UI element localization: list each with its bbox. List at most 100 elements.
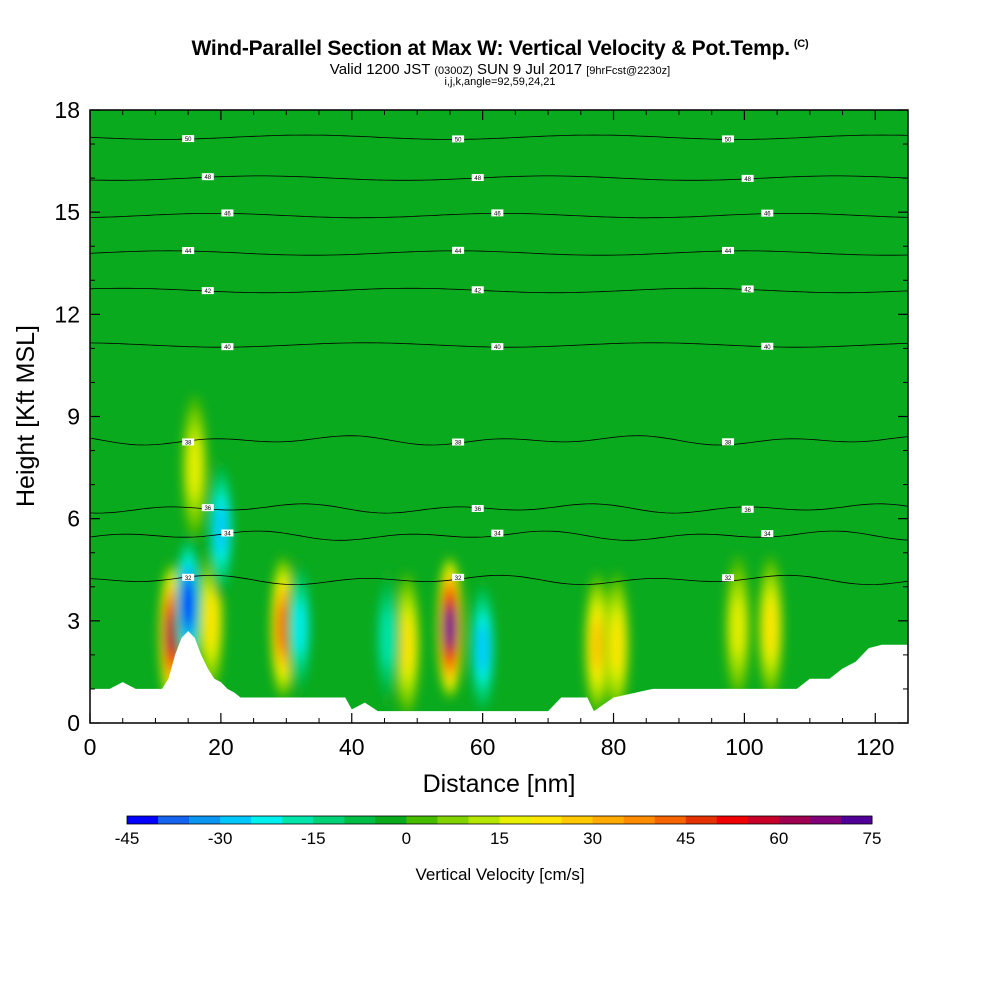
updraft-core xyxy=(445,609,455,646)
theta-contour-label: 46 xyxy=(764,212,771,218)
valid-prefix: Valid 1200 JST xyxy=(329,61,431,78)
colorbar-tick-label: 15 xyxy=(490,829,509,848)
downdraft-core xyxy=(293,602,306,654)
theta-contour-label: 42 xyxy=(474,288,481,294)
theta-label-box xyxy=(221,343,234,351)
theta-contour-line xyxy=(90,503,908,514)
colorbar-swatch xyxy=(375,816,407,824)
theta-contour-label: 34 xyxy=(494,532,501,538)
downdraft-core xyxy=(183,583,194,625)
theta-label-box xyxy=(452,573,465,581)
updraft-core xyxy=(764,602,777,654)
colorbar-swatch xyxy=(716,816,749,824)
colorbar-swatch xyxy=(623,816,656,824)
theta-contour-label: 50 xyxy=(455,137,462,143)
colorbar-swatch xyxy=(282,816,314,824)
downdraft-core xyxy=(215,505,227,553)
theta-label-box xyxy=(722,438,735,446)
theta-label-box xyxy=(761,530,774,538)
valid-date: SUN 9 Jul 2017 xyxy=(477,61,583,78)
potential-temperature-contours: 50 50 50 48 48 48 46 46 46 44 44 44 42 42 42 40 40 40 38 38… xyxy=(90,134,908,586)
colorbar-tick-label: 45 xyxy=(676,829,695,848)
colorbar-swatch xyxy=(592,816,625,824)
colorbar-swatch xyxy=(809,816,842,824)
colorbar-swatch xyxy=(654,816,687,824)
updraft-core xyxy=(188,439,201,497)
theta-contour-label: 34 xyxy=(764,532,771,538)
colorbar-frame xyxy=(126,815,873,825)
colorbar-swatch xyxy=(406,816,438,824)
copyright-mark: (C) xyxy=(793,38,809,50)
theta-contour-label: 32 xyxy=(185,576,192,582)
colorbar-swatch xyxy=(530,816,563,824)
colorbar-swatch xyxy=(747,816,780,824)
theta-label-box xyxy=(201,287,214,295)
colorbar-tick-label: -30 xyxy=(208,829,233,848)
x-tick-label: 20 xyxy=(208,734,234,760)
colorbar-tick-label: 0 xyxy=(402,829,411,848)
theta-contour-label: 38 xyxy=(455,441,462,447)
theta-label-box xyxy=(452,135,465,143)
colorbar-swatch xyxy=(344,816,376,824)
theta-contour-label: 48 xyxy=(204,175,211,181)
colorbar-swatch xyxy=(685,816,718,824)
updraft-core xyxy=(167,615,177,653)
theta-contour-label: 36 xyxy=(204,506,211,512)
colorbar-tick-label: 60 xyxy=(769,829,788,848)
x-tick-label: 80 xyxy=(601,734,627,760)
theta-label-box xyxy=(741,174,754,182)
colorbar-swatch xyxy=(468,816,500,824)
theta-contour-label: 42 xyxy=(744,287,751,293)
forecast-info: [9hrFcst@2230z] xyxy=(586,65,671,77)
chart-indices: i,j,k,angle=92,59,24,21 xyxy=(444,76,556,88)
theta-contour-label: 36 xyxy=(474,507,481,513)
theta-contour-label: 38 xyxy=(725,440,732,446)
y-tick-label: 12 xyxy=(54,301,80,327)
downdraft-core xyxy=(381,609,395,667)
theta-contour-label: 50 xyxy=(185,137,192,143)
theta-contour-label: 48 xyxy=(474,176,481,182)
colorbar-swatch xyxy=(158,816,190,824)
theta-label-box xyxy=(491,529,504,537)
colorbar-swatch xyxy=(127,816,159,824)
y-tick-label: 0 xyxy=(67,710,80,736)
theta-contour-line xyxy=(90,287,908,294)
chart-subtitle: Valid 1200 JST (0300Z) SUN 9 Jul 2017 [9… xyxy=(0,61,1000,78)
updraft-core xyxy=(731,599,745,657)
theta-label-box xyxy=(722,246,735,254)
theta-contour-label: 36 xyxy=(744,508,751,514)
colorbar-swatch xyxy=(220,816,252,824)
colorbar-tick-label: -45 xyxy=(115,829,140,848)
updraft-core xyxy=(591,621,603,669)
theta-contour-label: 38 xyxy=(185,440,192,446)
theta-label-box xyxy=(452,246,465,254)
theta-contour-line xyxy=(90,574,908,586)
theta-contour-label: 32 xyxy=(725,576,732,582)
colorbar-label: Vertical Velocity [cm/s] xyxy=(415,865,584,884)
chart-title-text: Wind-Parallel Section at Max W: Vertical… xyxy=(191,37,791,60)
theta-contour-label: 34 xyxy=(224,531,231,537)
colorbar-swatch xyxy=(499,816,532,824)
theta-label-box xyxy=(221,209,234,217)
theta-label-box xyxy=(761,342,774,350)
theta-contour-label: 44 xyxy=(725,249,732,255)
x-tick-label: 0 xyxy=(84,734,97,760)
x-tick-label: 100 xyxy=(725,734,763,760)
y-tick-label: 3 xyxy=(67,608,80,634)
theta-label-box xyxy=(201,504,214,512)
x-tick-label: 60 xyxy=(470,734,496,760)
chart-title: Wind-Parallel Section at Max W: Vertical… xyxy=(0,37,1000,61)
colorbar-swatch xyxy=(189,816,221,824)
theta-contour-label: 46 xyxy=(224,211,231,217)
theta-label-box xyxy=(722,574,735,582)
theta-label-box xyxy=(471,504,484,512)
updraft-core xyxy=(401,619,414,671)
colorbar-swatch xyxy=(437,816,469,824)
x-axis: 0 20 40 60 80 100 120 xyxy=(84,110,894,760)
updraft-core xyxy=(205,595,217,647)
theta-contour-label: 40 xyxy=(224,345,231,351)
theta-contour-line xyxy=(90,134,908,140)
colorbar: -45 -30 -15 0 15 30 45 60 75 xyxy=(115,815,881,848)
y-tick-label: 6 xyxy=(67,506,80,532)
